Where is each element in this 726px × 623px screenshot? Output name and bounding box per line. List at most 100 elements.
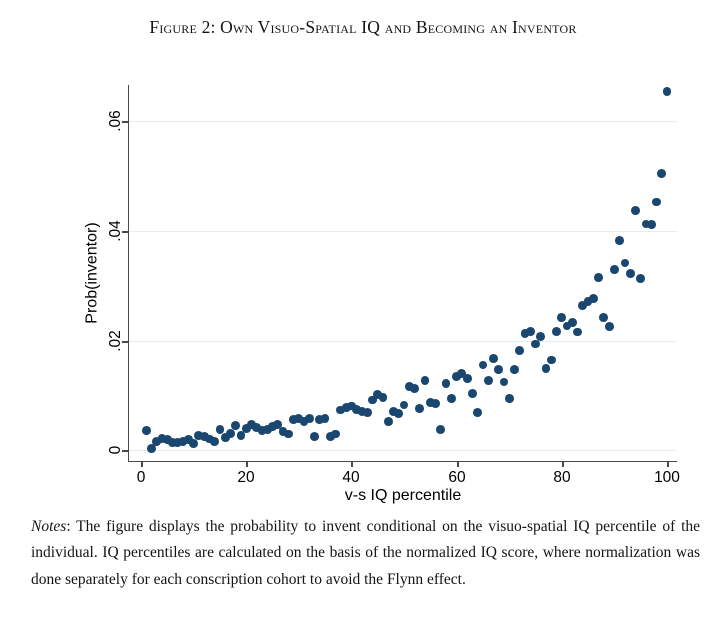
data-point [147, 444, 156, 454]
data-point [425, 398, 435, 408]
data-point [483, 375, 493, 385]
y-tick-004 [122, 231, 128, 233]
data-point [615, 236, 625, 245]
data-point [594, 273, 604, 283]
data-point [478, 360, 488, 370]
data-point [631, 206, 640, 216]
data-point [204, 434, 214, 444]
data-point [394, 408, 404, 418]
data-point [657, 169, 667, 178]
data-point [473, 407, 483, 417]
data-point [294, 413, 304, 423]
y-tick-006 [122, 121, 128, 123]
data-point [257, 426, 267, 436]
data-point [515, 345, 525, 355]
data-point [510, 364, 519, 374]
y-tick-002 [122, 341, 128, 343]
data-point [152, 437, 162, 447]
data-point [441, 379, 451, 388]
data-point [404, 382, 414, 392]
data-point [226, 429, 235, 438]
data-point [489, 353, 498, 363]
data-point [525, 327, 535, 336]
data-point [573, 327, 582, 337]
data-point [194, 430, 204, 440]
gridline-006 [129, 121, 677, 122]
y-tick-label-002: .02 [107, 330, 124, 352]
data-point [383, 417, 393, 426]
data-point [399, 400, 409, 410]
x-tick-0 [141, 461, 143, 467]
data-point [431, 398, 440, 408]
data-point [262, 425, 272, 435]
data-point [178, 437, 188, 447]
x-tick-100 [667, 461, 669, 467]
data-point [436, 424, 446, 434]
data-point [610, 265, 619, 274]
data-point [546, 355, 556, 365]
x-tick-60 [457, 461, 459, 467]
data-point [604, 322, 614, 331]
data-point [189, 438, 198, 448]
data-point [520, 328, 530, 338]
data-point [320, 413, 330, 423]
data-point [199, 432, 209, 442]
y-tick-label-000: 0 [107, 445, 124, 455]
data-point [173, 437, 183, 447]
x-tick-label-20: 20 [237, 469, 255, 486]
data-point [494, 364, 504, 374]
y-tick-label-004: .04 [107, 220, 124, 242]
data-point [578, 301, 588, 311]
data-point [452, 372, 461, 381]
data-point [183, 435, 193, 444]
x-tick-label-0: 0 [136, 469, 146, 486]
notes-text: : The figure displays the probability to… [31, 518, 700, 588]
data-point [646, 220, 656, 229]
data-point [352, 404, 362, 414]
data-point [289, 415, 298, 425]
data-point [562, 321, 572, 331]
data-point [268, 421, 277, 431]
data-point [467, 389, 477, 398]
data-point [541, 363, 551, 373]
data-point [241, 424, 251, 433]
gridline-000 [129, 450, 677, 451]
data-point [215, 425, 225, 435]
data-point [168, 437, 177, 447]
data-point [162, 435, 172, 444]
data-point [336, 405, 346, 415]
x-tick-label-60: 60 [448, 469, 466, 486]
gridline-002 [129, 341, 677, 342]
data-point [625, 268, 635, 278]
data-point [304, 413, 314, 423]
data-point [373, 390, 383, 399]
data-point [252, 423, 262, 432]
data-point [446, 393, 456, 403]
data-point [210, 436, 220, 446]
data-point [310, 431, 319, 441]
data-point [247, 419, 256, 429]
data-point [531, 339, 540, 349]
data-point [462, 374, 472, 384]
data-point [315, 415, 325, 425]
y-tick-label-006: .06 [107, 110, 124, 132]
data-point [231, 421, 241, 431]
data-point [331, 429, 341, 439]
figure-title: Figure 2: Own Visuo-Spatial IQ and Becom… [149, 17, 577, 37]
data-point [141, 426, 151, 436]
plot-area: .06 .04 .02 0 0 20 40 60 80 100 v-s IQ p… [84, 85, 680, 504]
y-axis-title: Prob(inventor) [83, 222, 101, 324]
data-point [378, 392, 388, 402]
data-point [457, 368, 467, 378]
x-tick-40 [351, 461, 353, 467]
data-point [557, 313, 567, 323]
figure-notes: Notes: The figure displays the probabili… [31, 514, 700, 593]
data-point [220, 432, 230, 442]
data-point [389, 407, 398, 416]
data-point [278, 426, 288, 436]
data-point [362, 407, 372, 417]
x-axis-title: v-s IQ percentile [344, 487, 462, 504]
data-point [420, 375, 430, 385]
data-point [567, 318, 577, 328]
